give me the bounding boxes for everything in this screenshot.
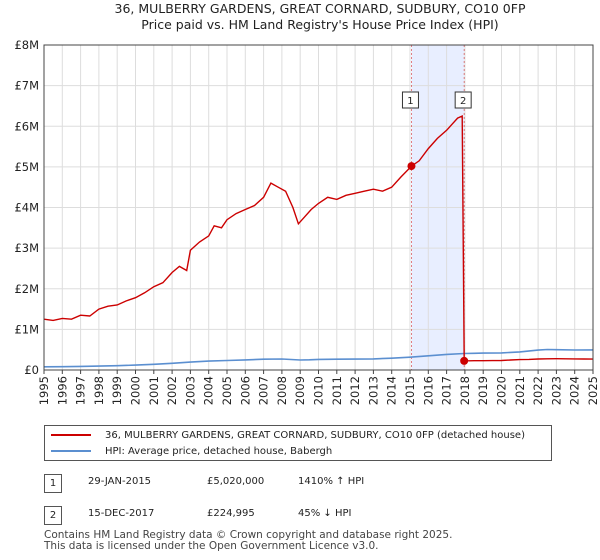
x-tick-label: 2024 (568, 376, 582, 405)
x-tick-label: 2018 (458, 376, 472, 405)
sale-2-annotation-box: 2 (454, 91, 472, 109)
sale-1-annotation-label: 1 (407, 96, 413, 107)
x-tick-label: 2002 (165, 376, 179, 405)
x-axis: 1995 1996 1997 1998 1999 2000 2001 2002 2003 2004… (37, 370, 600, 405)
x-tick-label: 2017 (440, 376, 454, 405)
x-tick-label: 1999 (110, 376, 124, 405)
price-chart: 36, MULBERRY GARDENS, GREAT CORNARD, SUD… (14, 1, 600, 405)
footer-copyright: Contains HM Land Registry data © Crown c… (44, 529, 453, 541)
y-tick-label: £1M (14, 322, 39, 336)
y-tick-label: £0 (24, 363, 39, 377)
x-tick-label: 2020 (495, 376, 509, 405)
sale-row-2-number: 2 (44, 506, 62, 525)
y-tick-label: £5M (14, 160, 39, 174)
legend-item-hpi: HPI: Average price, detached house, Babe… (51, 443, 332, 459)
y-tick-label: £8M (14, 38, 39, 52)
x-tick-label: 1998 (92, 376, 106, 405)
x-tick-label: 1997 (74, 376, 88, 405)
x-tick-label: 2000 (129, 376, 143, 405)
sale-row-2-hpi: 45% ↓ HPI (298, 508, 352, 519)
sale-row-1-price: £5,020,000 (207, 476, 265, 487)
sale-1-annotation-box: 1 (401, 91, 419, 109)
sale-row-1-number: 1 (44, 474, 62, 493)
x-tick-label: 2011 (330, 376, 344, 405)
chart-subtitle: Price paid vs. HM Land Registry's House … (141, 17, 498, 32)
sale-1-point (407, 162, 416, 171)
y-tick-label: £6M (14, 119, 39, 133)
x-tick-label: 2009 (293, 376, 307, 405)
x-tick-label: 2003 (183, 376, 197, 405)
y-tick-label: £3M (14, 241, 39, 255)
legend-swatch-red (51, 434, 91, 436)
x-tick-label: 2022 (531, 376, 545, 405)
x-tick-label: 2012 (348, 376, 362, 405)
legend-swatch-blue (51, 450, 91, 452)
footer-licence: This data is licensed under the Open Gov… (44, 540, 379, 552)
x-tick-label: 1995 (37, 376, 51, 405)
x-tick-label: 1996 (55, 376, 69, 405)
legend-label-hpi: HPI: Average price, detached house, Babe… (105, 445, 333, 457)
y-tick-label: £2M (14, 282, 39, 296)
sale-row-1-hpi: 1410% ↑ HPI (298, 476, 365, 487)
x-tick-label: 2010 (312, 376, 326, 405)
x-tick-label: 2023 (549, 376, 563, 405)
sale-2-point (460, 356, 469, 365)
x-tick-label: 2001 (147, 376, 161, 405)
x-tick-label: 2008 (275, 376, 289, 405)
x-tick-label: 2007 (257, 376, 271, 405)
y-tick-label: £4M (14, 201, 39, 215)
y-tick-label: £7M (14, 79, 39, 93)
chart-title: 36, MULBERRY GARDENS, GREAT CORNARD, SUD… (115, 1, 526, 16)
legend-label-price-paid: 36, MULBERRY GARDENS, GREAT CORNARD, SUD… (105, 429, 525, 441)
x-tick-label: 2016 (421, 376, 435, 405)
x-tick-label: 2013 (366, 376, 380, 405)
legend-item-price-paid: 36, MULBERRY GARDENS, GREAT CORNARD, SUD… (51, 427, 525, 443)
x-tick-label: 2021 (513, 376, 527, 405)
legend: 36, MULBERRY GARDENS, GREAT CORNARD, SUD… (44, 425, 552, 461)
x-tick-label: 2015 (403, 376, 417, 405)
x-tick-label: 2019 (476, 376, 490, 405)
plot-border (43, 44, 594, 371)
x-tick-label: 2004 (202, 376, 216, 405)
price-paid-series-line (43, 115, 594, 362)
x-tick-label: 2006 (238, 376, 252, 405)
x-tick-label: 2025 (586, 376, 600, 405)
sale-row-1-date: 29-JAN-2015 (88, 476, 152, 487)
sale-row-2-date: 15-DEC-2017 (88, 508, 155, 519)
y-axis: £0 £1M £2M £3M £4M £5M £6M £7M £8M (14, 38, 39, 377)
sale-2-annotation-label: 2 (460, 96, 466, 107)
footer: Contains HM Land Registry data © Crown c… (44, 530, 452, 552)
sale-row-2-price: £224,995 (207, 508, 255, 519)
x-tick-label: 2005 (220, 376, 234, 405)
hpi-series-line (43, 348, 594, 368)
x-tick-label: 2014 (385, 376, 399, 405)
grid (43, 44, 594, 371)
